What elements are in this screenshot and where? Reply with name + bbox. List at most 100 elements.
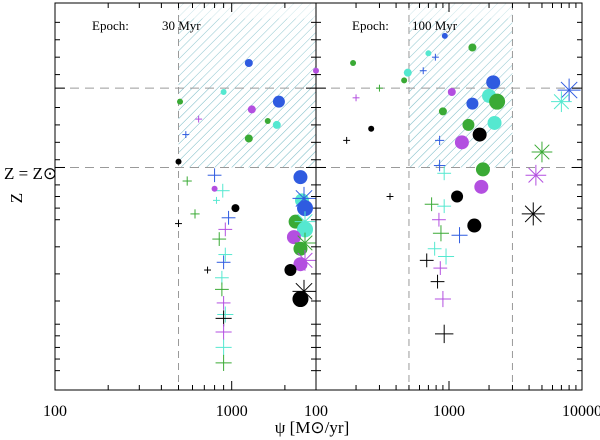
plus-marker-black bbox=[434, 324, 454, 344]
plus-marker-blue bbox=[435, 135, 445, 145]
plus-marker-blue bbox=[431, 53, 439, 61]
plus-marker-black bbox=[386, 193, 394, 200]
plus-marker-cyan bbox=[214, 270, 229, 285]
circle-marker-purple bbox=[286, 230, 301, 245]
x-axis-label: ψ [M⊙/yr] bbox=[275, 418, 349, 437]
plus-marker-blue bbox=[451, 227, 468, 244]
circle-marker-blue bbox=[486, 75, 501, 90]
plus-marker-green bbox=[182, 176, 192, 186]
asterisk-marker-blue bbox=[557, 78, 581, 102]
circle-marker-green bbox=[438, 107, 447, 116]
asterisk-marker-cyan bbox=[551, 91, 572, 113]
plus-marker-cyan bbox=[437, 248, 455, 265]
circle-marker-green bbox=[475, 162, 490, 177]
circle-marker-green bbox=[401, 77, 408, 84]
plus-marker-green bbox=[190, 209, 200, 219]
circle-marker-purple bbox=[247, 105, 256, 114]
circle-marker-green bbox=[462, 118, 475, 131]
plus-marker-blue bbox=[221, 210, 236, 225]
plus-marker-green bbox=[432, 225, 450, 242]
epoch-value-100-myr: 100 Myr bbox=[412, 18, 458, 33]
circle-marker-blue bbox=[272, 95, 285, 108]
x-tick-label: 100 bbox=[304, 403, 328, 420]
plus-marker-blue bbox=[216, 255, 231, 270]
plus-marker-purple bbox=[433, 261, 448, 275]
circle-marker-purple bbox=[474, 179, 489, 194]
panel-30-myr: 100 1000 bbox=[43, 2, 317, 420]
circle-marker-green bbox=[489, 93, 506, 110]
plus-marker-cyan bbox=[437, 199, 452, 214]
plus-marker-purple bbox=[432, 212, 446, 227]
plus-marker-purple bbox=[434, 291, 451, 308]
circle-marker-blue bbox=[244, 58, 253, 67]
circle-marker-cyan bbox=[403, 68, 412, 77]
circle-marker-cyan bbox=[272, 120, 281, 129]
plus-marker-blue bbox=[433, 159, 446, 172]
circle-marker-purple bbox=[211, 185, 218, 192]
plus-marker-blue bbox=[419, 67, 427, 75]
plus-marker-blue bbox=[207, 168, 222, 183]
plus-marker-purple bbox=[215, 323, 232, 340]
plus-marker-black bbox=[430, 274, 445, 289]
asterisk-marker-green bbox=[294, 232, 316, 254]
plus-marker-green bbox=[214, 282, 229, 297]
plus-marker-cyan bbox=[215, 183, 230, 198]
plus-marker-purple bbox=[195, 115, 203, 123]
plus-marker-cyan bbox=[218, 247, 233, 262]
circle-marker-green bbox=[350, 59, 357, 66]
plus-marker-cyan bbox=[213, 196, 220, 204]
plus-marker-purple bbox=[352, 94, 360, 102]
plus-marker-purple bbox=[218, 222, 233, 237]
asterisk-marker-cyan bbox=[294, 211, 316, 233]
asterisk-marker-green bbox=[531, 141, 553, 163]
circle-marker-green bbox=[264, 118, 271, 125]
plus-marker-green bbox=[376, 84, 383, 92]
asterisk-marker-black bbox=[521, 202, 545, 226]
asterisk-marker-black bbox=[292, 279, 316, 303]
circle-marker-green bbox=[468, 43, 477, 52]
circle-marker-blue bbox=[441, 32, 448, 39]
circle-marker-purple bbox=[454, 135, 469, 150]
plus-marker-black bbox=[204, 266, 211, 274]
reference-line-label: Z = Z⊙ bbox=[4, 164, 57, 183]
plus-marker-black bbox=[175, 220, 182, 228]
plus-marker-green bbox=[424, 197, 439, 212]
circle-marker-green bbox=[244, 134, 253, 143]
circle-marker-green bbox=[177, 98, 184, 105]
asterisk-marker-purple bbox=[525, 164, 547, 186]
asterisk-marker-purple bbox=[294, 250, 316, 271]
plus-marker-green bbox=[212, 232, 227, 246]
plus-marker-black bbox=[419, 253, 434, 268]
circle-marker-purple bbox=[447, 88, 456, 97]
epoch-label-30-myr: Epoch: bbox=[92, 18, 129, 33]
asterisk-marker-blue bbox=[292, 186, 316, 210]
x-tick-label: 1000 bbox=[433, 403, 465, 420]
x-tick-label: 100 bbox=[43, 403, 67, 420]
circle-marker-cyan bbox=[220, 89, 227, 96]
plus-marker-blue bbox=[182, 131, 190, 139]
x-tick-label: 10000 bbox=[562, 403, 600, 420]
circle-marker-black bbox=[284, 264, 297, 277]
plus-marker-cyan bbox=[215, 339, 232, 356]
circle-marker-black bbox=[451, 190, 464, 203]
circle-marker-green bbox=[293, 241, 308, 256]
plus-marker-cyan bbox=[427, 241, 442, 256]
shaded-region-core bbox=[178, 78, 316, 168]
circle-marker-black bbox=[231, 204, 240, 213]
epoch-value-30-myr: 30 Myr bbox=[162, 18, 201, 33]
circle-marker-black bbox=[368, 125, 375, 132]
plus-marker-purple bbox=[216, 296, 231, 310]
plus-marker-cyan bbox=[437, 166, 452, 181]
plus-marker-cyan bbox=[217, 306, 234, 323]
circle-marker-black bbox=[472, 127, 487, 142]
y-axis-label: Z bbox=[7, 193, 26, 203]
circle-marker-blue bbox=[293, 170, 308, 185]
circle-marker-cyan bbox=[487, 115, 502, 130]
plus-marker-black bbox=[215, 310, 232, 327]
circle-marker-black bbox=[175, 158, 182, 165]
circle-marker-cyan bbox=[425, 50, 432, 57]
circle-marker-black bbox=[467, 218, 482, 233]
panel-100-myr: 100 1000 10000 bbox=[304, 2, 600, 420]
plus-marker-black bbox=[343, 136, 351, 144]
